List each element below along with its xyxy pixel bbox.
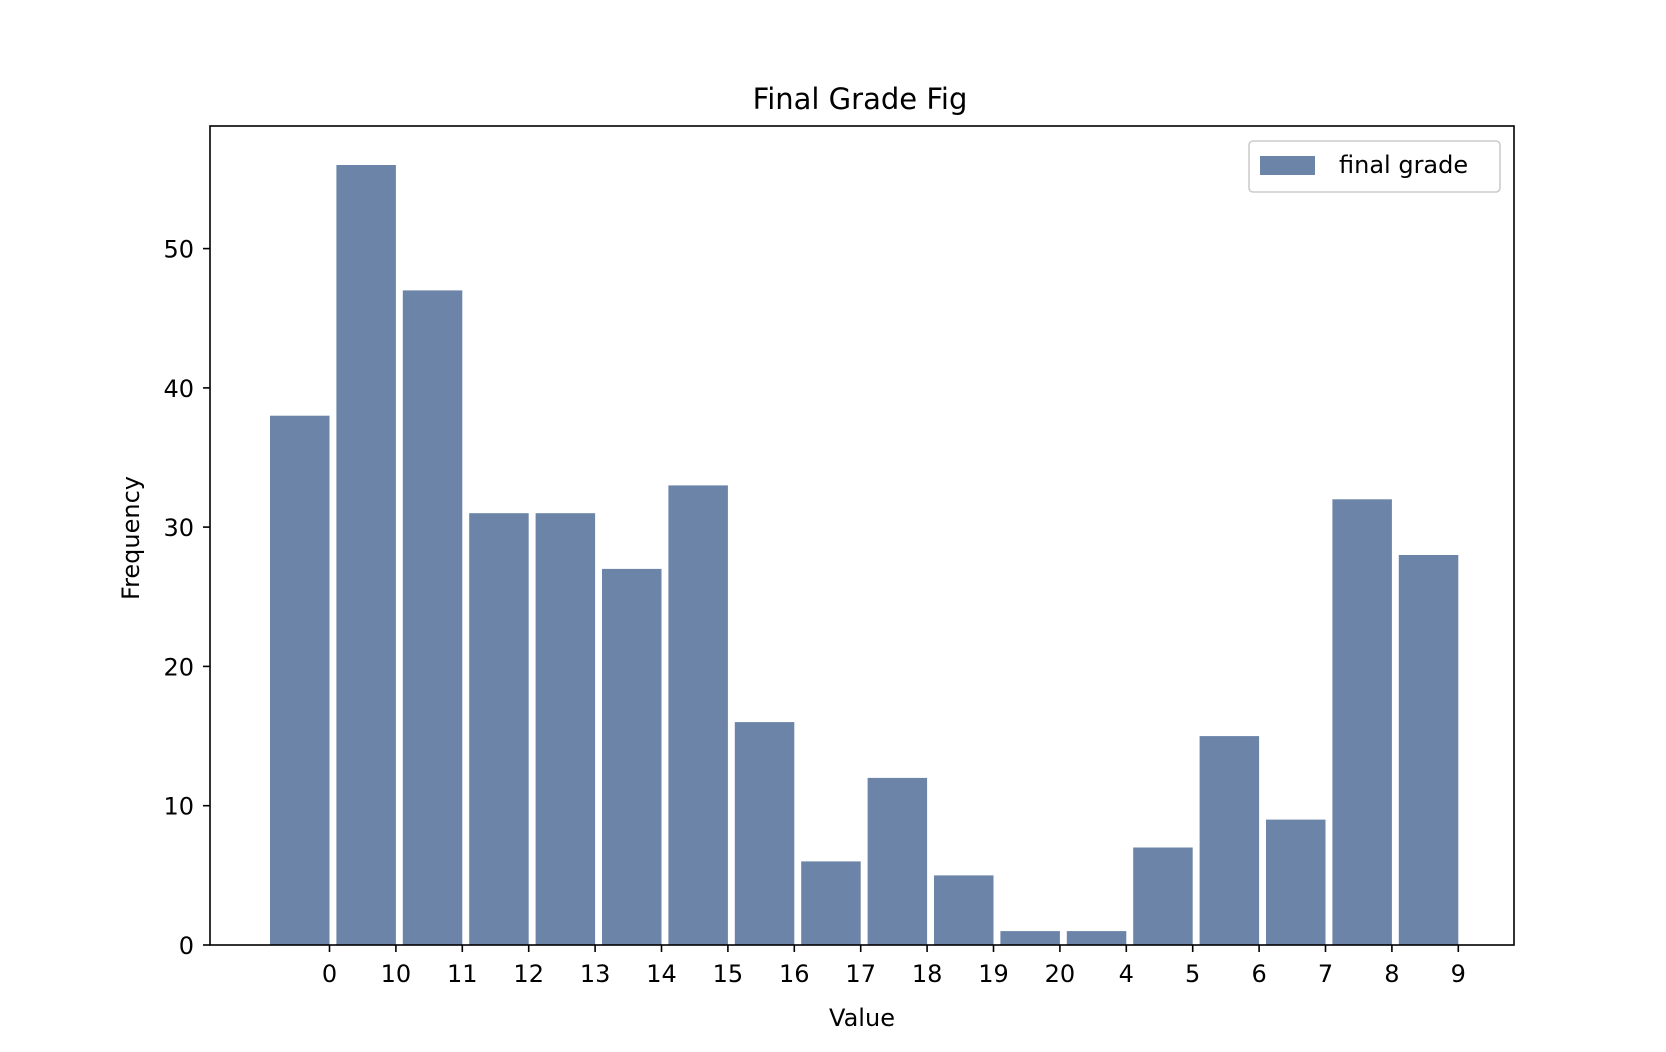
plot-frame [209,125,1515,946]
x-axis-label: Value [829,1004,895,1032]
x-tick-label: 8 [1384,960,1399,988]
bar-20 [1000,931,1060,945]
x-tick-label: 12 [513,960,544,988]
x-tick-label: 7 [1318,960,1333,988]
bar-11 [402,290,463,945]
bar-9 [1398,555,1459,945]
bar-18 [867,777,928,945]
bar-17 [801,861,861,945]
bar-4 [1066,931,1127,945]
bar-5 [1133,847,1193,945]
x-tick-label: 19 [978,960,1009,988]
bar-10 [336,165,396,945]
legend-box [1248,140,1501,193]
x-tick-label: 11 [447,960,478,988]
bar-13 [535,513,596,945]
y-tick-label: 30 [163,514,194,542]
x-tick-label: 13 [580,960,611,988]
bar-19 [934,875,994,945]
x-tick-label: 9 [1451,960,1466,988]
x-tick-label: 17 [845,960,876,988]
legend: final grade [1248,140,1501,193]
y-tick-label: 20 [163,653,194,681]
bar-8 [1332,499,1392,945]
legend-label: final grade [1339,151,1468,179]
y-axis-label: Frequency [117,476,145,600]
legend-swatch [1260,156,1315,175]
x-tick-label: 10 [381,960,412,988]
y-tick-label: 10 [163,793,194,821]
bar-6 [1199,736,1260,945]
chart-title: Final Grade Fig [753,82,968,116]
bars-group [270,165,1459,945]
y-tick-label: 0 [179,932,194,960]
y-axis-ticks: 0 10 20 30 40 50 [163,236,210,960]
x-tick-label: 14 [646,960,677,988]
y-tick-label: 40 [163,375,194,403]
x-tick-label: 16 [779,960,810,988]
bar-12 [469,513,529,945]
x-tick-label: 6 [1251,960,1266,988]
bar-16 [734,722,795,945]
y-tick-label: 50 [163,236,194,264]
x-tick-label: 15 [713,960,744,988]
x-tick-label: 5 [1185,960,1200,988]
bar-7 [1266,819,1326,945]
x-tick-label: 4 [1119,960,1134,988]
x-tick-label: 20 [1045,960,1076,988]
bar-0 [270,415,330,945]
x-axis-ticks: 0 10 11 12 13 14 15 16 17 18 19 20 4 5 6 7 8 9 [322,945,1466,988]
bar-14 [602,568,662,945]
x-tick-label: 0 [322,960,337,988]
bar-15 [668,485,728,945]
x-tick-label: 18 [912,960,943,988]
